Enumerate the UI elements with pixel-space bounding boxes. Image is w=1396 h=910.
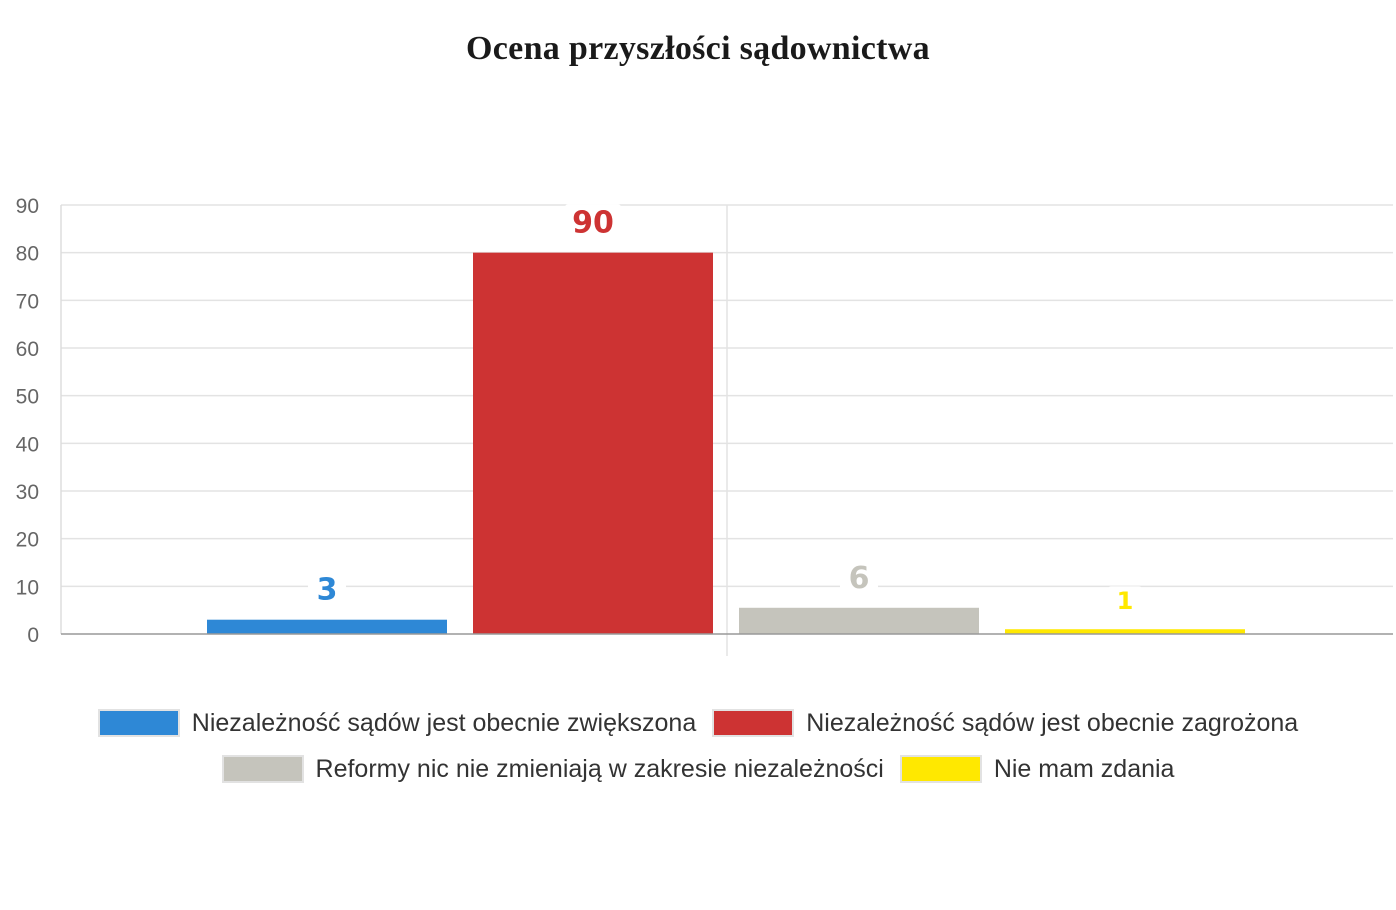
bar-no-change <box>739 607 979 634</box>
legend-item-increased[interactable]: Niezależność sądów jest obecnie zwiększo… <box>97 708 697 738</box>
legend-label-no-opinion: Nie mam zdania <box>993 754 1175 783</box>
legend-swatch-threatened <box>712 709 795 737</box>
legend-swatch-increased <box>97 709 180 737</box>
bar-chart-plot: 0 10 20 30 40 50 60 70 80 90 3 90 6 1 <box>16 195 1393 656</box>
data-label-bg-no-change <box>840 559 878 597</box>
data-label-no-opinion: 1 <box>1117 587 1134 615</box>
legend-label-no-change: Reformy nic nie zmieniają w zakresie nie… <box>315 754 884 783</box>
y-tick-label-50: 50 <box>16 386 39 409</box>
legend-swatch-no-change <box>221 755 304 783</box>
bar-increased <box>207 619 447 634</box>
chart-title: Ocena przyszłości sądownictwa <box>466 30 930 67</box>
y-tick-label-0: 0 <box>27 624 39 647</box>
legend-row-2: Reformy nic nie zmieniają w zakresie nie… <box>0 746 1396 792</box>
y-tick-label-10: 10 <box>16 576 39 599</box>
data-label-no-change: 6 <box>849 561 870 596</box>
y-tick-label-90: 90 <box>16 195 39 218</box>
bar-no-opinion <box>1005 629 1245 634</box>
legend-item-threatened[interactable]: Niezależność sądów jest obecnie zagrożon… <box>712 709 1298 738</box>
data-label-threatened: 90 <box>572 206 614 241</box>
legend-label-increased: Niezależność sądów jest obecnie zwiększo… <box>191 708 697 737</box>
legend-item-no-opinion[interactable]: Nie mam zdania <box>899 754 1175 784</box>
chart-legend: Niezależność sądów jest obecnie zwiększo… <box>0 700 1396 792</box>
y-tick-label-70: 70 <box>16 290 39 313</box>
y-tick-label-30: 30 <box>16 481 39 504</box>
legend-swatch-no-opinion <box>899 755 982 783</box>
y-tick-label-80: 80 <box>16 243 39 266</box>
data-label-increased: 3 <box>317 573 338 608</box>
data-label-bg-no-opinion <box>1107 586 1143 617</box>
data-label-bg-increased <box>308 571 346 609</box>
legend-row-1: Niezależność sądów jest obecnie zwiększo… <box>0 700 1396 746</box>
legend-label-threatened: Niezależność sądów jest obecnie zagrożon… <box>806 708 1299 737</box>
data-label-bg-threatened <box>565 204 621 242</box>
legend-item-no-change[interactable]: Reformy nic nie zmieniają w zakresie nie… <box>221 754 884 784</box>
y-tick-label-60: 60 <box>16 338 39 361</box>
bar-threatened <box>473 252 713 634</box>
y-tick-label-20: 20 <box>16 529 39 552</box>
y-tick-label-40: 40 <box>16 433 39 456</box>
